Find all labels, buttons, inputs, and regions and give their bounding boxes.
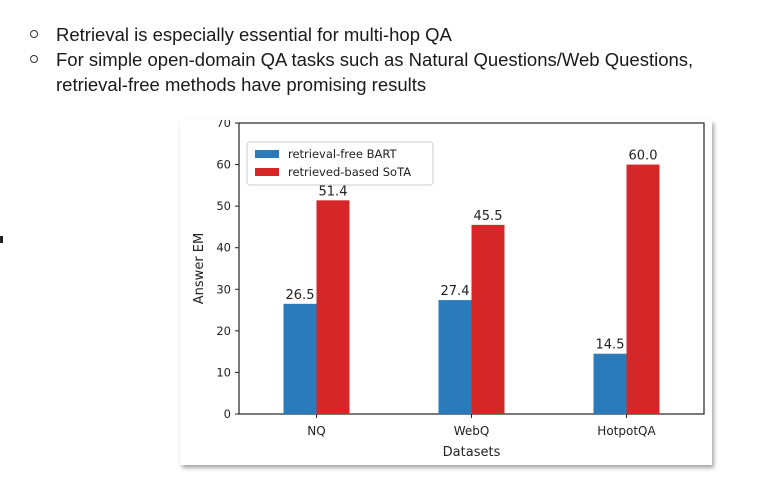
y-tick-label: 50 [216, 199, 231, 213]
bar-value-label: 26.5 [286, 288, 315, 303]
bullet-text: Retrieval is especially essential for mu… [56, 24, 452, 45]
legend-box [246, 141, 434, 186]
y-axis-title: Answer EM [192, 233, 207, 304]
y-tick-label: 40 [216, 241, 231, 255]
y-tick-label: 60 [216, 158, 231, 172]
bar-chart: 0 10 20 30 40 50 60 70 26.5 51.4 NQ 27.4 45.5 WebQ 14.… [192, 116, 705, 460]
bullet-text: For simple open-domain QA tasks such as … [56, 49, 694, 95]
legend-swatch [255, 168, 279, 176]
bar-value-label: 27.4 [441, 284, 470, 299]
bar-value-label: 14.5 [596, 338, 625, 353]
y-tick-label: 70 [216, 120, 231, 130]
bullet-circle-icon [30, 55, 38, 63]
bullet-item: For simple open-domain QA tasks such as … [16, 47, 751, 97]
bar-value-label: 45.5 [474, 209, 503, 224]
y-tick-label: 30 [216, 282, 231, 296]
x-tick-label: HotpotQA [597, 424, 656, 438]
legend-label: retrieval-free BART [288, 147, 397, 161]
bar-nq-series-2 [316, 200, 350, 414]
y-tick-label: 10 [216, 365, 231, 379]
x-axis-title: Datasets [443, 445, 501, 460]
legend-swatch [255, 150, 279, 158]
chart-frame: 0 10 20 30 40 50 60 70 26.5 51.4 NQ 27.4 45.5 WebQ 14.… [180, 116, 712, 465]
bar-webq-series-1 [438, 300, 472, 414]
bar-webq-series-2 [471, 224, 505, 414]
edge-marker [0, 236, 3, 243]
x-tick-label: NQ [307, 424, 325, 438]
bullet-item: Retrieval is especially essential for mu… [16, 22, 751, 47]
bar-hotpotqa-series-1 [593, 353, 627, 414]
x-tick-label: WebQ [454, 424, 490, 438]
y-tick-label: 0 [224, 407, 231, 421]
bar-hotpotqa-series-2 [626, 164, 660, 414]
legend-label: retrieved-based SoTA [288, 165, 411, 179]
bar-value-label: 51.4 [319, 184, 348, 199]
bar-nq-series-1 [283, 303, 317, 414]
bullet-list: Retrieval is especially essential for mu… [16, 22, 751, 97]
y-tick-label: 20 [216, 324, 231, 338]
bar-value-label: 60.0 [629, 149, 658, 164]
bullet-circle-icon [30, 30, 38, 38]
